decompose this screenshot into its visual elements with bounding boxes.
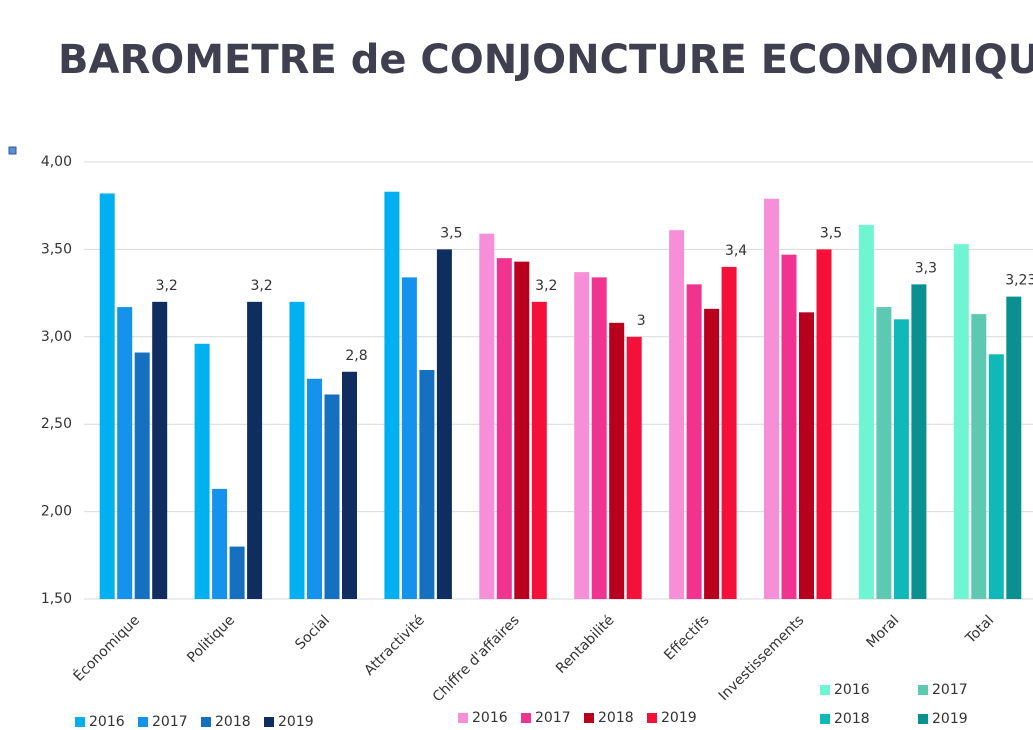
legend-swatch [521,713,531,723]
chart-title: BAROMETRE de CONJONCTURE ECONOMIQUE [58,37,1033,83]
data-label: 3 [637,313,646,329]
bar [212,488,228,599]
legend-label: 2018 [215,714,251,730]
bar [591,277,607,599]
legend-swatch [75,717,85,727]
bar [436,249,452,599]
y-tick-label: 2,50 [41,416,72,432]
legend-label: 2017 [535,710,571,726]
bar [988,354,1004,599]
legend-swatch [820,714,830,724]
bar [307,378,322,599]
x-tick-label: Total [962,612,997,647]
bar [911,284,927,599]
bar [971,314,987,599]
legend-swatch [820,685,830,695]
bar [704,308,720,599]
bar [781,254,797,600]
bar [117,307,133,599]
bar [858,224,874,600]
y-tick-label: 3,50 [41,241,72,257]
legend-swatch [264,717,274,727]
bar [609,322,625,599]
bar [574,272,590,599]
x-tick-label: Politique [184,612,238,666]
bar [384,191,400,599]
data-label: 3,2 [535,278,557,294]
y-tick-label: 2,00 [41,504,72,520]
y-tick-label: 4,00 [41,154,72,170]
x-tick-label: Investissements [716,612,808,704]
bar [289,301,305,599]
marker [8,146,17,155]
bar [419,370,435,599]
bar [816,249,832,599]
x-tick-label: Effectifs [661,612,712,663]
data-label: 3,5 [820,225,842,241]
y-tick-label: 3,00 [41,329,72,345]
bar [401,277,417,599]
x-tick-label: Attractivité [361,612,427,678]
x-tick-label: Chiffre d'affaires [430,612,523,705]
x-tick-label: Social [292,612,333,653]
x-tick-label: Moral [864,612,903,651]
legend-swatch [201,717,211,727]
bar [669,230,685,599]
y-tick-label: 1,50 [41,591,72,607]
legend-swatch [918,685,928,695]
legend-label: 2017 [152,714,188,730]
bar [134,352,150,599]
legend-label: 2016 [89,714,125,730]
legend-label: 2019 [932,711,968,727]
legend-label: 2017 [932,682,968,698]
data-label: 3,3 [915,260,937,276]
bar [953,244,969,599]
legend-swatch [458,713,468,723]
x-tick-label: Économique [70,612,143,685]
bar [626,336,642,599]
bar [531,301,547,599]
bar [479,233,495,599]
bar [514,261,530,599]
bar [324,394,340,599]
bar [764,198,779,599]
legend-label: 2019 [278,714,314,730]
legend-label: 2019 [661,710,697,726]
data-label: 3,5 [440,225,462,241]
data-label: 3,23 [1005,273,1033,289]
bar [876,307,892,599]
legend-label: 2018 [598,710,634,726]
data-label: 2,8 [345,348,367,364]
legend-label: 2018 [834,711,870,727]
legend-swatch [138,717,148,727]
bar [1006,296,1022,599]
x-tick-label: Rentabilité [553,612,618,677]
legend-label: 2016 [834,682,870,698]
legend-label: 2016 [472,710,508,726]
bar [247,301,263,599]
bar [229,546,245,599]
bar [893,319,909,599]
bar [342,371,357,599]
bar [686,284,702,599]
legend-swatch [918,714,928,724]
bar [152,301,168,599]
bar [194,343,210,599]
bar [799,312,814,599]
bar [99,193,115,600]
legend-swatch [584,713,594,723]
legend-swatch [647,713,657,723]
data-label: 3,2 [250,278,272,294]
bar [496,258,512,599]
data-label: 3,2 [156,278,178,294]
data-label: 3,4 [725,243,747,259]
bar [721,266,737,599]
